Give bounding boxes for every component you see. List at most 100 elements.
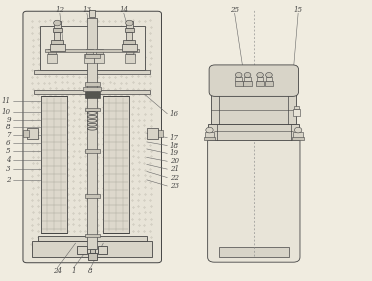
Text: 11: 11 <box>2 97 11 105</box>
Bar <box>85 108 100 111</box>
Text: 17: 17 <box>170 134 179 142</box>
Bar <box>84 54 94 63</box>
Text: 8: 8 <box>6 123 11 131</box>
Bar <box>294 106 299 109</box>
Text: 2: 2 <box>6 176 11 184</box>
Bar <box>126 21 133 28</box>
Circle shape <box>295 127 302 133</box>
Circle shape <box>244 72 251 78</box>
Text: 22: 22 <box>170 174 179 182</box>
Bar <box>23 130 29 137</box>
Bar <box>83 87 102 91</box>
Bar <box>27 128 38 139</box>
Bar <box>203 137 215 140</box>
Bar <box>219 247 289 257</box>
Text: 7: 7 <box>6 132 11 139</box>
Text: 13: 13 <box>82 6 92 14</box>
Bar <box>211 92 296 124</box>
Bar <box>53 28 62 32</box>
Bar <box>122 44 137 51</box>
Bar <box>98 246 107 254</box>
Bar <box>34 70 150 74</box>
Bar <box>266 77 272 81</box>
Text: 20: 20 <box>170 157 179 165</box>
Bar <box>265 81 273 86</box>
Text: 8: 8 <box>88 267 93 275</box>
Bar <box>294 132 303 138</box>
Bar <box>103 96 129 233</box>
Bar <box>45 49 140 52</box>
Bar <box>293 109 300 116</box>
Text: 23: 23 <box>170 182 179 190</box>
Bar <box>215 80 293 92</box>
Text: 4: 4 <box>6 156 11 164</box>
Circle shape <box>257 72 263 78</box>
Circle shape <box>235 72 242 78</box>
Bar <box>205 132 214 138</box>
Bar <box>124 40 135 44</box>
Bar <box>51 40 63 44</box>
Bar <box>244 77 251 81</box>
Bar <box>32 241 152 257</box>
Text: 21: 21 <box>170 165 179 173</box>
FancyBboxPatch shape <box>208 134 300 262</box>
Bar <box>126 49 134 54</box>
Text: 25: 25 <box>230 6 239 14</box>
Bar <box>87 18 97 249</box>
Bar <box>125 28 134 32</box>
Bar <box>96 49 103 54</box>
Bar <box>235 77 242 81</box>
Bar <box>77 246 87 254</box>
Text: 19: 19 <box>170 149 179 157</box>
Bar <box>39 26 145 70</box>
Bar <box>89 10 95 17</box>
Text: 6: 6 <box>6 139 11 147</box>
Circle shape <box>266 72 272 78</box>
Text: 24: 24 <box>53 267 62 275</box>
Bar <box>54 21 61 28</box>
Bar <box>38 236 147 241</box>
Text: 3: 3 <box>6 165 11 173</box>
Bar <box>85 82 100 86</box>
Circle shape <box>54 20 61 26</box>
Bar <box>125 54 135 63</box>
Circle shape <box>126 20 133 26</box>
Bar <box>34 90 150 94</box>
Text: 15: 15 <box>294 6 303 14</box>
Bar <box>54 32 60 40</box>
Bar <box>235 81 243 86</box>
Text: 9: 9 <box>6 116 11 124</box>
Text: 10: 10 <box>2 108 11 116</box>
FancyBboxPatch shape <box>23 11 161 263</box>
Bar <box>41 96 67 233</box>
Text: 12: 12 <box>55 6 64 14</box>
Bar <box>85 149 100 153</box>
Bar <box>50 44 65 51</box>
Text: 14: 14 <box>119 6 128 14</box>
Text: 5: 5 <box>6 147 11 155</box>
Text: 1: 1 <box>71 267 76 275</box>
Bar <box>126 32 132 40</box>
Bar <box>158 130 163 137</box>
Text: 16: 16 <box>170 110 179 118</box>
Bar <box>85 234 100 237</box>
Bar <box>48 49 56 54</box>
Circle shape <box>206 127 213 133</box>
Bar <box>147 128 158 139</box>
Bar <box>256 81 264 86</box>
Bar <box>94 54 105 63</box>
Bar <box>85 54 100 58</box>
Bar <box>47 54 57 63</box>
FancyBboxPatch shape <box>209 65 298 96</box>
Bar <box>257 77 263 81</box>
Bar <box>214 145 294 257</box>
Bar <box>88 253 97 260</box>
Bar <box>86 49 93 54</box>
Bar <box>243 81 251 86</box>
Text: 18: 18 <box>170 142 179 149</box>
Bar <box>90 249 95 253</box>
Bar <box>85 91 100 98</box>
Bar <box>208 124 299 140</box>
Bar <box>85 194 100 198</box>
Bar <box>292 137 304 140</box>
